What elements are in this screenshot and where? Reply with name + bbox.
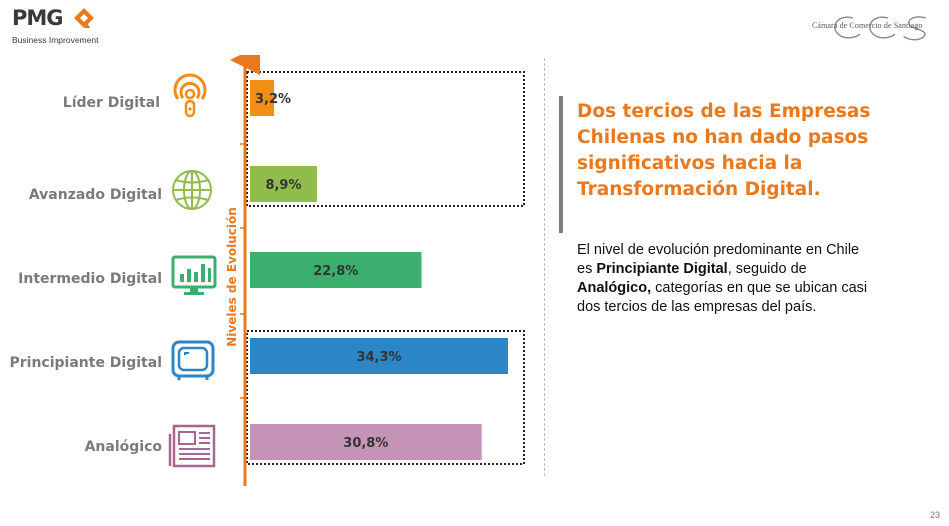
tv-icon	[171, 340, 215, 380]
bar-l-der-digital	[250, 80, 275, 116]
axis-title: Niveles de Evolución	[225, 207, 239, 347]
bar-avanzado-digital	[250, 166, 317, 202]
bar-value-label: 22,8%	[313, 264, 358, 279]
body-text-part: , seguido de	[727, 261, 807, 277]
evolution-bar-chart: 3,2% 8,9% 22,8% 34,3% 30,8% Líder Digital Av…	[9, 55, 525, 486]
headline-accent-bar	[559, 96, 563, 233]
body-bold-principiante: Principiante Digital	[596, 261, 728, 277]
headline: Dos tercios de las Empresas Chilenas no …	[577, 101, 871, 200]
pmg-logo-text: PMG	[12, 6, 64, 30]
newspaper-icon	[168, 424, 216, 468]
podcast-icon	[173, 73, 207, 118]
category-label: Líder Digital	[63, 95, 160, 111]
category-label: Principiante Digital	[9, 355, 162, 371]
category-label: Intermedio Digital	[18, 271, 162, 287]
monitor-chart-icon	[171, 255, 217, 295]
bar-value-label: 3,2%	[255, 92, 291, 107]
axis-ticks	[240, 143, 245, 399]
page-number: 23	[930, 510, 941, 520]
pmg-logo-subtitle: Business Improvement	[12, 35, 99, 45]
bar-value-label: 8,9%	[265, 178, 301, 193]
ccs-logo	[834, 16, 927, 41]
bar-value-label: 34,3%	[356, 350, 401, 365]
bar-principiante-digital	[250, 338, 508, 374]
globe-icon	[172, 170, 212, 210]
vertical-divider	[544, 58, 545, 476]
highlight-box-bottom	[246, 330, 525, 465]
body-text-part: categorías en que se ubican casi dos ter…	[577, 280, 868, 315]
body-paragraph: El nivel de evolución predominante en Ch…	[577, 241, 877, 317]
bar-value-label: 30,8%	[343, 436, 388, 451]
ccs-logo-text: Cámara de Comercio de Santiago	[812, 21, 923, 30]
category-label: Avanzado Digital	[29, 187, 162, 203]
body-text-part: El nivel de evolución predominante en Ch…	[577, 242, 860, 277]
body-bold-analogico: Analógico,	[577, 280, 652, 296]
bar-anal-gico	[250, 424, 482, 460]
highlight-box-top	[246, 71, 525, 207]
pmg-logo-icon	[74, 8, 94, 28]
bar-intermedio-digital	[250, 252, 422, 288]
category-label: Analógico	[85, 439, 163, 455]
